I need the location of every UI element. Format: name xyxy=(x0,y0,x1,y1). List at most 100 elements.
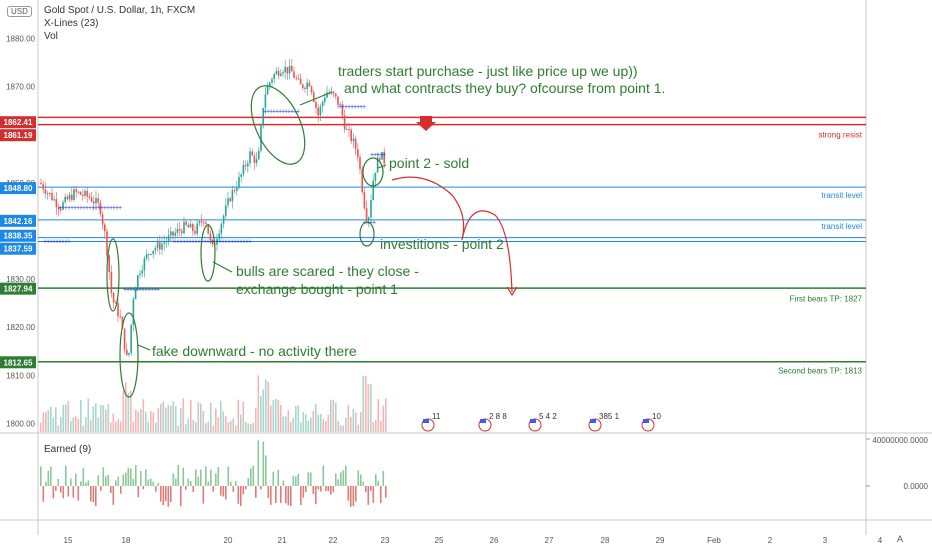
earned-bar xyxy=(147,479,150,486)
x-line-mark: + xyxy=(70,205,74,212)
candle-body xyxy=(42,184,44,190)
candle-body xyxy=(372,180,374,201)
indicator-vol[interactable]: Vol xyxy=(44,31,58,42)
earned-bar xyxy=(335,473,337,486)
down-arrow-icon xyxy=(416,116,436,131)
price-tag-3 xyxy=(0,214,36,227)
x-line-mark: + xyxy=(359,104,363,111)
x-line-mark: + xyxy=(55,239,59,246)
earned-bar xyxy=(115,480,117,486)
candles-group xyxy=(40,58,385,358)
volume-bar xyxy=(315,404,317,432)
earned-bar xyxy=(252,465,255,486)
earned-bar xyxy=(97,475,100,486)
x-line-mark: + xyxy=(347,104,351,111)
candle-body xyxy=(222,215,225,224)
candle-body xyxy=(71,194,73,200)
earned-bar xyxy=(297,473,300,486)
candle-body xyxy=(262,107,264,126)
volume-bar xyxy=(197,402,200,432)
candle-body xyxy=(46,192,49,194)
earned-bar xyxy=(210,469,212,486)
candle-body xyxy=(339,104,341,106)
earned-bar xyxy=(270,486,272,505)
x-line-mark: + xyxy=(129,287,133,294)
candle-body xyxy=(154,248,157,251)
candle-body xyxy=(55,199,58,208)
earned-bar xyxy=(357,470,360,486)
x-line-mark: + xyxy=(150,287,154,294)
volume-bar xyxy=(205,423,207,432)
event-flag-stars-0 xyxy=(423,419,429,423)
currency-badge[interactable]: USD xyxy=(7,6,32,17)
y-tick-label-0: 1880.00 xyxy=(6,34,35,43)
candle-body xyxy=(84,190,86,196)
candle-body xyxy=(165,241,168,243)
candle-body xyxy=(236,187,238,191)
candle-body xyxy=(346,129,348,131)
x-line-mark: + xyxy=(156,287,160,294)
volume-bar xyxy=(255,408,257,432)
volume-bar xyxy=(132,421,135,432)
earned-bar xyxy=(132,478,135,486)
volume-bar xyxy=(115,421,117,432)
earned-bar xyxy=(255,486,257,498)
volume-bar xyxy=(167,404,170,432)
earned-bar xyxy=(325,486,327,491)
candle-body xyxy=(286,67,289,74)
volume-bar xyxy=(330,399,332,432)
earned-bar xyxy=(92,486,95,503)
earned-bar xyxy=(275,486,277,503)
volume-bar xyxy=(67,400,70,432)
x-line-mark: + xyxy=(191,239,195,246)
earned-bar xyxy=(167,486,170,507)
projection-path xyxy=(391,176,513,293)
candle-body xyxy=(156,242,159,249)
volume-bar xyxy=(60,416,62,432)
volume-bar xyxy=(287,410,290,432)
volume-bar xyxy=(77,419,80,432)
x-line-mark: + xyxy=(353,104,357,111)
candle-body xyxy=(315,101,317,108)
volume-bar xyxy=(190,400,192,432)
volume-bar xyxy=(75,416,77,432)
price-tag-label-3: 1842.16 xyxy=(4,217,33,226)
candle-body xyxy=(348,129,350,131)
volume-bar xyxy=(157,407,160,432)
price-tag-6 xyxy=(0,282,36,295)
candle-body xyxy=(62,202,64,210)
volume-bar xyxy=(110,422,112,432)
x-line-mark: + xyxy=(209,239,213,246)
candle-body xyxy=(141,270,143,274)
volume-bar xyxy=(342,425,345,432)
volume-bar xyxy=(302,411,305,432)
earned-bar xyxy=(382,471,385,486)
x-tick-label-9: 28 xyxy=(601,536,610,545)
x-line-mark: + xyxy=(88,205,92,212)
level-label-4: Second bears TP: 1813 xyxy=(778,366,862,375)
x-line-mark: + xyxy=(138,287,142,294)
earned-bar xyxy=(150,478,152,486)
earned-histogram xyxy=(40,440,387,507)
volume-bar xyxy=(50,406,52,432)
earned-bar xyxy=(125,472,127,486)
x-line-mark: + xyxy=(79,205,83,212)
earned-bar xyxy=(130,468,132,486)
indicator-xlines[interactable]: X-Lines (23) xyxy=(44,18,99,29)
candle-body xyxy=(205,222,207,224)
candle-body xyxy=(77,191,80,193)
volume-bar xyxy=(97,417,100,432)
earned-bar xyxy=(342,470,345,486)
x-line-mark: + xyxy=(221,239,225,246)
annotation-circle-5 xyxy=(119,312,139,398)
volume-bar xyxy=(160,403,162,432)
volume-bar xyxy=(135,409,137,432)
x-line-mark: + xyxy=(52,239,56,246)
earned-bar xyxy=(337,479,340,486)
candle-body xyxy=(97,198,99,203)
earned-bar xyxy=(260,486,262,490)
x-line-mark: + xyxy=(248,239,252,246)
volume-bar xyxy=(147,421,150,432)
subpane-legend[interactable]: Earned (9) xyxy=(44,444,92,455)
